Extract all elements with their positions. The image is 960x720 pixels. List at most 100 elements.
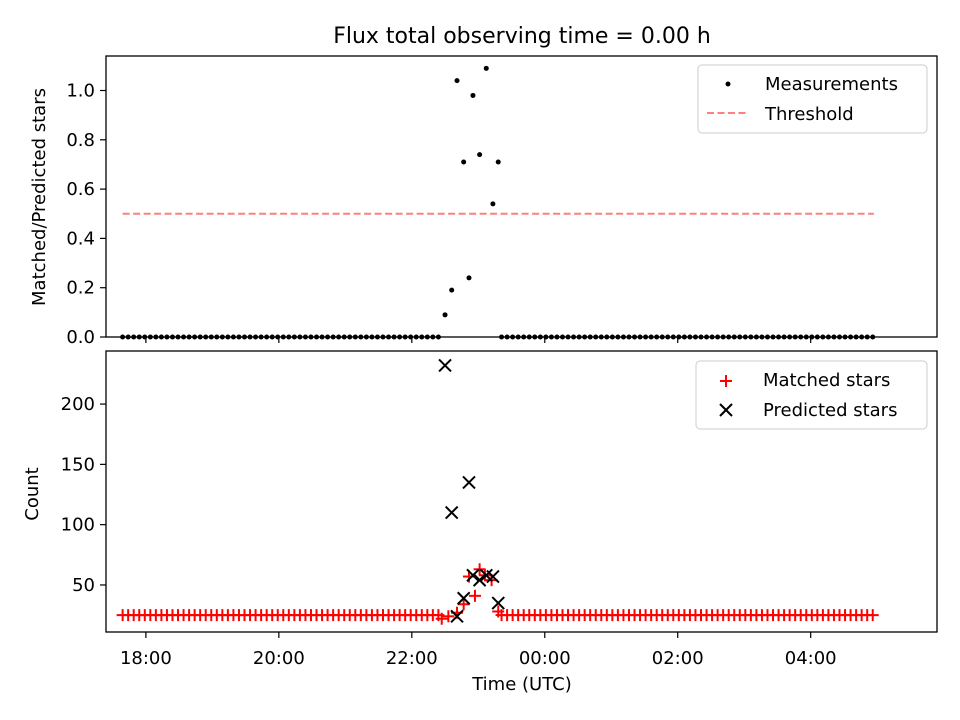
top-legend-box <box>697 64 928 134</box>
measurement-point <box>836 334 842 340</box>
measurement-point <box>548 334 554 340</box>
measurement-point <box>147 334 153 340</box>
measurement-point <box>120 334 126 340</box>
measurement-point <box>759 334 765 340</box>
measurement-point <box>197 334 203 340</box>
top-x-ticks <box>145 337 812 343</box>
y-tick-label: 100 <box>61 515 95 536</box>
matched-star-point <box>866 609 879 622</box>
measurement-point <box>792 334 798 340</box>
legend-threshold-label: Threshold <box>764 104 854 125</box>
measurement-point <box>764 334 770 340</box>
bottom-panel: 50 100 150 200 18:00 20:00 22:00 00:00 02:00 04:… <box>22 350 938 695</box>
measurement-point <box>341 334 347 340</box>
measurement-point <box>408 334 414 340</box>
measurement-point <box>825 334 831 340</box>
measurement-point <box>626 334 632 340</box>
legend-matched-marker <box>720 375 732 387</box>
measurement-point <box>659 334 665 340</box>
measurement-point <box>352 334 358 340</box>
measurement-point <box>477 152 483 158</box>
measurement-point <box>704 334 710 340</box>
measurement-point <box>565 334 571 340</box>
measurement-point <box>842 334 848 340</box>
measurement-point <box>543 334 549 340</box>
measurement-point <box>291 334 297 340</box>
top-y-axis: 0.0 0.2 0.4 0.6 0.8 1.0 <box>66 81 106 348</box>
measurement-point <box>692 334 698 340</box>
measurement-point <box>280 334 286 340</box>
measurement-point <box>864 334 870 340</box>
measurement-point <box>369 334 375 340</box>
measurement-point <box>275 334 281 340</box>
predicted-star-point <box>456 591 471 605</box>
measurement-point <box>219 334 225 340</box>
measurement-point <box>186 334 192 340</box>
x-tick-label: 04:00 <box>785 648 837 669</box>
legend-predicted-label: Predicted stars <box>763 400 897 421</box>
measurement-point <box>742 334 748 340</box>
top-panel: 0.0 0.2 0.4 0.6 0.8 1.0 Matched/Predicted sta… <box>29 55 938 348</box>
x-tick-label: 22:00 <box>386 648 438 669</box>
x-tick-label: 02:00 <box>652 648 704 669</box>
measurement-point <box>424 334 430 340</box>
measurement-point <box>430 334 436 340</box>
bottom-legend-box <box>695 360 928 430</box>
measurement-point <box>483 65 489 71</box>
measurement-point <box>236 334 242 340</box>
measurement-point <box>609 334 615 340</box>
bottom-data <box>116 358 879 625</box>
measurement-point <box>363 334 369 340</box>
measurement-point <box>831 334 837 340</box>
measurement-point <box>325 334 331 340</box>
measurement-point <box>571 334 577 340</box>
matched-star-point <box>435 612 448 625</box>
y-tick-label: 0.4 <box>66 228 95 249</box>
measurement-point <box>466 275 472 281</box>
measurement-point <box>269 334 275 340</box>
legend-matched-label: Matched stars <box>763 370 890 391</box>
measurement-point <box>286 334 292 340</box>
measurement-point <box>442 312 448 318</box>
measurement-point <box>302 334 308 340</box>
predicted-star-point <box>466 568 480 583</box>
measurement-point <box>620 334 626 340</box>
y-tick-label: 50 <box>72 575 95 596</box>
x-tick-label: 20:00 <box>253 648 305 669</box>
measurement-point <box>391 334 397 340</box>
measurement-point <box>264 334 270 340</box>
measurement-point <box>665 334 671 340</box>
predicted-star-point <box>450 609 464 624</box>
measurement-point <box>153 334 159 340</box>
bottom-y-axis-label: Count <box>22 467 43 520</box>
top-y-axis-label: Matched/Predicted stars <box>29 88 50 306</box>
measurement-point <box>587 334 593 340</box>
y-tick-label: 0.6 <box>66 179 95 200</box>
measurement-point <box>798 334 804 340</box>
measurement-point <box>242 334 247 340</box>
measurement-point <box>593 334 599 340</box>
measurement-point <box>776 334 782 340</box>
predicted-star-point <box>462 475 476 490</box>
measurement-point <box>495 159 501 165</box>
measurement-point <box>347 334 353 340</box>
measurement-point <box>559 334 565 340</box>
measurement-point <box>803 334 809 340</box>
y-tick-label: 200 <box>61 394 95 415</box>
measurement-point <box>637 334 643 340</box>
measurement-point <box>648 334 654 340</box>
measurement-point <box>537 334 543 340</box>
measurement-point <box>681 334 687 340</box>
measurement-point <box>397 334 403 340</box>
measurement-point <box>720 334 726 340</box>
measurement-point <box>731 334 737 340</box>
x-tick-label: 00:00 <box>519 648 571 669</box>
chart-title: Flux total observing time = 0.00 h <box>333 24 711 49</box>
measurement-point <box>698 334 704 340</box>
measurement-point <box>604 334 610 340</box>
measurement-point <box>814 334 820 340</box>
measurement-point <box>164 334 170 340</box>
measurement-point <box>374 334 380 340</box>
measurement-point <box>181 334 187 340</box>
measurement-point <box>253 334 259 340</box>
